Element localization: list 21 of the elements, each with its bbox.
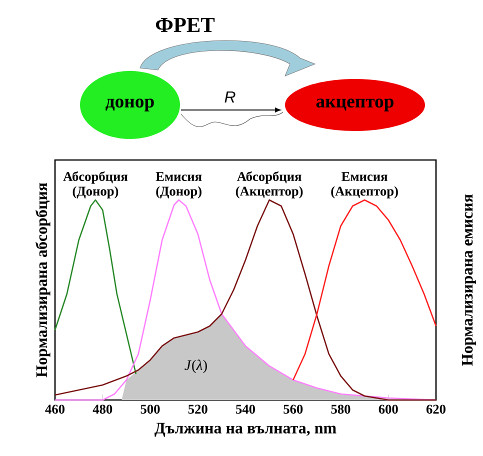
- series-label: Абсорбция (Донор): [63, 171, 128, 198]
- text: донор: [106, 98, 154, 112]
- series-label: Емисия (Акцептор): [331, 172, 398, 198]
- chart-title: ФРЕТ: [156, 18, 215, 32]
- x-tick-label: 560: [284, 404, 303, 414]
- text: акцептор: [316, 98, 394, 112]
- x-tick-label: 580: [331, 404, 350, 414]
- annotation: J(λ): [184, 360, 207, 374]
- x-tick-label: 620: [426, 404, 446, 414]
- x-tick-label: 520: [188, 404, 208, 414]
- y2-axis-title: Нормализирана емисия: [462, 194, 476, 366]
- x-tick-label: 540: [236, 404, 255, 414]
- text: R: [224, 91, 236, 102]
- x-axis-title: Дължина на вълната, nm: [154, 422, 336, 437]
- x-tick-label: 460: [45, 404, 65, 414]
- x-tick-label: 500: [140, 404, 160, 414]
- y-axis-title: Нормализирана абсорбция: [35, 182, 50, 378]
- series-label: Емисия (Донор): [156, 172, 202, 198]
- x-tick-label: 600: [378, 404, 398, 414]
- series-label: Абсорбция (Акцептор): [236, 171, 303, 198]
- x-tick-label: 480: [92, 404, 112, 414]
